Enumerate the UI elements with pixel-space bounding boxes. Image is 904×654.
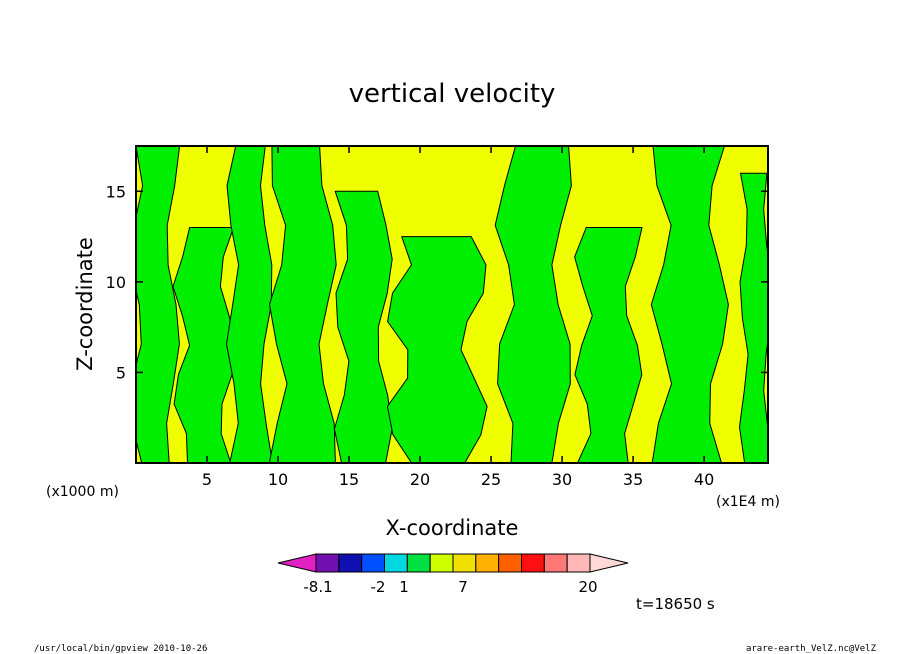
y-tick-label: 15 <box>106 182 126 201</box>
footer-left: /usr/local/bin/gpview 2010-10-26 <box>34 644 207 654</box>
x-tick-label: 25 <box>481 470 501 489</box>
colorbar-segment <box>338 553 363 573</box>
colorbar-tick-label: -2 <box>371 578 386 596</box>
colorbar-segment <box>498 553 522 573</box>
colorbar-tick-label: 1 <box>399 578 409 596</box>
colorbar-segment <box>452 553 477 573</box>
y-tick-label: 10 <box>106 273 126 292</box>
green-band-x7-9 <box>226 146 273 463</box>
x-tick-label: 15 <box>339 470 359 489</box>
colorbar <box>277 553 629 573</box>
x-tick-label: 20 <box>410 470 430 489</box>
x-tick-label: 30 <box>552 470 572 489</box>
colorbar-tick-label: 20 <box>578 578 597 596</box>
green-band-x15-17 <box>333 190 393 463</box>
colorbar-segment <box>543 553 568 573</box>
green-band-x3-6 <box>172 227 238 463</box>
colorbar-tick-label: 7 <box>458 578 468 596</box>
x-tick-label: 10 <box>268 470 288 489</box>
time-label: t=18650 s <box>636 595 715 613</box>
y-unit-label: (x1000 m) <box>46 484 119 500</box>
y-axis: 5 10 15 <box>106 182 768 382</box>
green-band-x0-2 <box>136 146 181 463</box>
green-band-x10-13 <box>268 146 337 463</box>
green-band-x32-35 <box>574 227 643 463</box>
colorbar-tick-label: -8.1 <box>303 578 332 596</box>
x-unit-label: (x1E4 m) <box>716 494 780 510</box>
green-band-x26-30 <box>494 146 572 463</box>
colorbar-segment <box>566 553 591 573</box>
colorbar-segment <box>475 553 500 573</box>
green-band-x37-41 <box>650 146 729 463</box>
x-axis-label: X-coordinate <box>386 516 519 540</box>
colorbar-max-arrow <box>589 553 629 573</box>
chart-title: vertical velocity <box>349 79 556 109</box>
y-axis-label: Z-coordinate <box>73 237 97 371</box>
plot-area <box>135 145 769 464</box>
colorbar-ticks: -8.1 -2 1 7 20 <box>303 578 597 596</box>
colorbar-segment <box>361 553 385 573</box>
footer-right: arare-earth_VelZ.nc@VelZ <box>746 644 877 654</box>
x-axis: 5 10 15 20 25 30 35 40 <box>202 146 714 489</box>
colorbar-segment <box>521 553 545 573</box>
colorbar-min-arrow <box>277 553 317 573</box>
x-tick-label: 5 <box>202 470 212 489</box>
colorbar-segment <box>406 553 431 573</box>
colorbar-segment <box>384 553 408 573</box>
y-tick-label: 5 <box>116 363 126 382</box>
green-band-x43-44 <box>739 172 768 463</box>
x-tick-label: 35 <box>623 470 643 489</box>
colorbar-segment <box>315 553 340 573</box>
plot-frame <box>135 145 769 464</box>
green-band-x19-24 <box>386 236 488 463</box>
contour-regions <box>136 146 768 463</box>
x-tick-label: 40 <box>694 470 714 489</box>
colorbar-segment <box>429 553 454 573</box>
